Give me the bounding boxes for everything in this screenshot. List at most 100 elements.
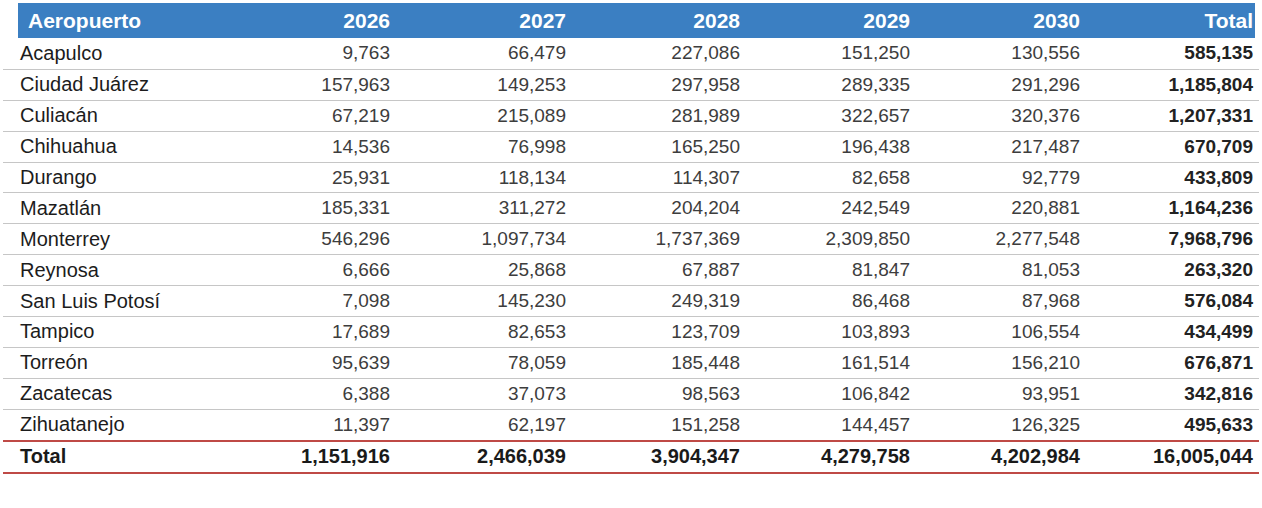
value-2029: 196,438 — [746, 136, 916, 158]
value-row-total: 1,207,331 — [1086, 105, 1259, 127]
airport-name: Zacatecas — [3, 382, 219, 405]
value-2028: 297,958 — [572, 74, 746, 96]
column-header-2026: 2026 — [219, 9, 396, 33]
value-2030: 2,277,548 — [916, 228, 1086, 250]
airport-name: Ciudad Juárez — [3, 73, 219, 96]
value-2029: 242,549 — [746, 197, 916, 219]
value-2029: 144,457 — [746, 414, 916, 436]
value-2027: 1,097,734 — [396, 228, 572, 250]
value-2027: 311,272 — [396, 197, 572, 219]
total-2028: 3,904,347 — [572, 445, 746, 468]
value-2029: 289,335 — [746, 74, 916, 96]
table-row: Chihuahua 14,536 76,998 165,250 196,438 … — [3, 131, 1259, 162]
total-grand: 16,005,044 — [1086, 445, 1259, 468]
table-row: Zacatecas 6,388 37,073 98,563 106,842 93… — [3, 378, 1259, 409]
value-2030: 320,376 — [916, 105, 1086, 127]
value-row-total: 676,871 — [1086, 352, 1259, 374]
airport-name: Durango — [3, 166, 219, 189]
value-2028: 1,737,369 — [572, 228, 746, 250]
column-header-2029: 2029 — [746, 9, 916, 33]
value-2028: 227,086 — [572, 42, 746, 64]
value-2026: 546,296 — [219, 228, 396, 250]
value-2027: 66,479 — [396, 42, 572, 64]
value-2028: 151,258 — [572, 414, 746, 436]
column-header-2030: 2030 — [916, 9, 1086, 33]
table-row: Monterrey 546,296 1,097,734 1,737,369 2,… — [3, 223, 1259, 254]
value-row-total: 670,709 — [1086, 136, 1259, 158]
airport-name: Torreón — [3, 351, 219, 374]
value-row-total: 495,633 — [1086, 414, 1259, 436]
value-row-total: 434,499 — [1086, 321, 1259, 343]
table-row: Culiacán 67,219 215,089 281,989 322,657 … — [3, 100, 1259, 131]
value-2030: 291,296 — [916, 74, 1086, 96]
value-row-total: 433,809 — [1086, 167, 1259, 189]
value-2026: 7,098 — [219, 290, 396, 312]
airport-name: Chihuahua — [3, 135, 219, 158]
airport-name: Acapulco — [3, 42, 219, 65]
table-row: Mazatlán 185,331 311,272 204,204 242,549… — [3, 192, 1259, 223]
table-row: Ciudad Juárez 157,963 149,253 297,958 28… — [3, 69, 1259, 100]
value-2028: 114,307 — [572, 167, 746, 189]
value-2028: 204,204 — [572, 197, 746, 219]
value-2026: 17,689 — [219, 321, 396, 343]
value-2028: 98,563 — [572, 383, 746, 405]
airport-name: Zihuatanejo — [3, 413, 219, 436]
value-2026: 157,963 — [219, 74, 396, 96]
value-row-total: 7,968,796 — [1086, 228, 1259, 250]
value-row-total: 585,135 — [1086, 42, 1259, 64]
airport-name: Reynosa — [3, 259, 219, 282]
value-2029: 106,842 — [746, 383, 916, 405]
table-row: Torreón 95,639 78,059 185,448 161,514 15… — [3, 347, 1259, 378]
value-2029: 86,468 — [746, 290, 916, 312]
table-header-row: Aeropuerto 2026 2027 2028 2029 2030 Tota… — [3, 3, 1259, 38]
value-2027: 76,998 — [396, 136, 572, 158]
value-2030: 87,968 — [916, 290, 1086, 312]
table-row: San Luis Potosí 7,098 145,230 249,319 86… — [3, 285, 1259, 316]
value-row-total: 342,816 — [1086, 383, 1259, 405]
value-2030: 217,487 — [916, 136, 1086, 158]
table-row: Acapulco 9,763 66,479 227,086 151,250 13… — [3, 38, 1259, 69]
value-2027: 82,653 — [396, 321, 572, 343]
table-row: Zihuatanejo 11,397 62,197 151,258 144,45… — [3, 409, 1259, 440]
airport-name: Mazatlán — [3, 197, 219, 220]
value-2029: 151,250 — [746, 42, 916, 64]
value-2026: 11,397 — [219, 414, 396, 436]
value-row-total: 1,164,236 — [1086, 197, 1259, 219]
value-2026: 6,666 — [219, 259, 396, 281]
value-2030: 81,053 — [916, 259, 1086, 281]
total-2026: 1,151,916 — [219, 445, 396, 468]
value-2028: 281,989 — [572, 105, 746, 127]
value-2026: 25,931 — [219, 167, 396, 189]
value-row-total: 263,320 — [1086, 259, 1259, 281]
value-2029: 161,514 — [746, 352, 916, 374]
column-header-2028: 2028 — [572, 9, 746, 33]
value-2028: 185,448 — [572, 352, 746, 374]
column-header-aeropuerto: Aeropuerto — [3, 9, 219, 33]
value-2026: 9,763 — [219, 42, 396, 64]
value-2028: 165,250 — [572, 136, 746, 158]
value-2026: 6,388 — [219, 383, 396, 405]
value-2028: 123,709 — [572, 321, 746, 343]
total-row-label: Total — [3, 445, 219, 468]
value-2028: 249,319 — [572, 290, 746, 312]
value-2026: 67,219 — [219, 105, 396, 127]
column-header-2027: 2027 — [396, 9, 572, 33]
airport-traffic-table: Aeropuerto 2026 2027 2028 2029 2030 Tota… — [0, 0, 1262, 474]
table-total-row: Total 1,151,916 2,466,039 3,904,347 4,27… — [3, 440, 1259, 474]
table-row: Tampico 17,689 82,653 123,709 103,893 10… — [3, 316, 1259, 347]
value-2029: 81,847 — [746, 259, 916, 281]
value-2026: 95,639 — [219, 352, 396, 374]
value-2027: 145,230 — [396, 290, 572, 312]
value-row-total: 1,185,804 — [1086, 74, 1259, 96]
value-2030: 130,556 — [916, 42, 1086, 64]
value-2030: 92,779 — [916, 167, 1086, 189]
value-2027: 62,197 — [396, 414, 572, 436]
value-2027: 37,073 — [396, 383, 572, 405]
value-2027: 149,253 — [396, 74, 572, 96]
airport-name: Culiacán — [3, 104, 219, 127]
value-2026: 14,536 — [219, 136, 396, 158]
value-2030: 106,554 — [916, 321, 1086, 343]
value-2030: 156,210 — [916, 352, 1086, 374]
value-2026: 185,331 — [219, 197, 396, 219]
value-2027: 118,134 — [396, 167, 572, 189]
